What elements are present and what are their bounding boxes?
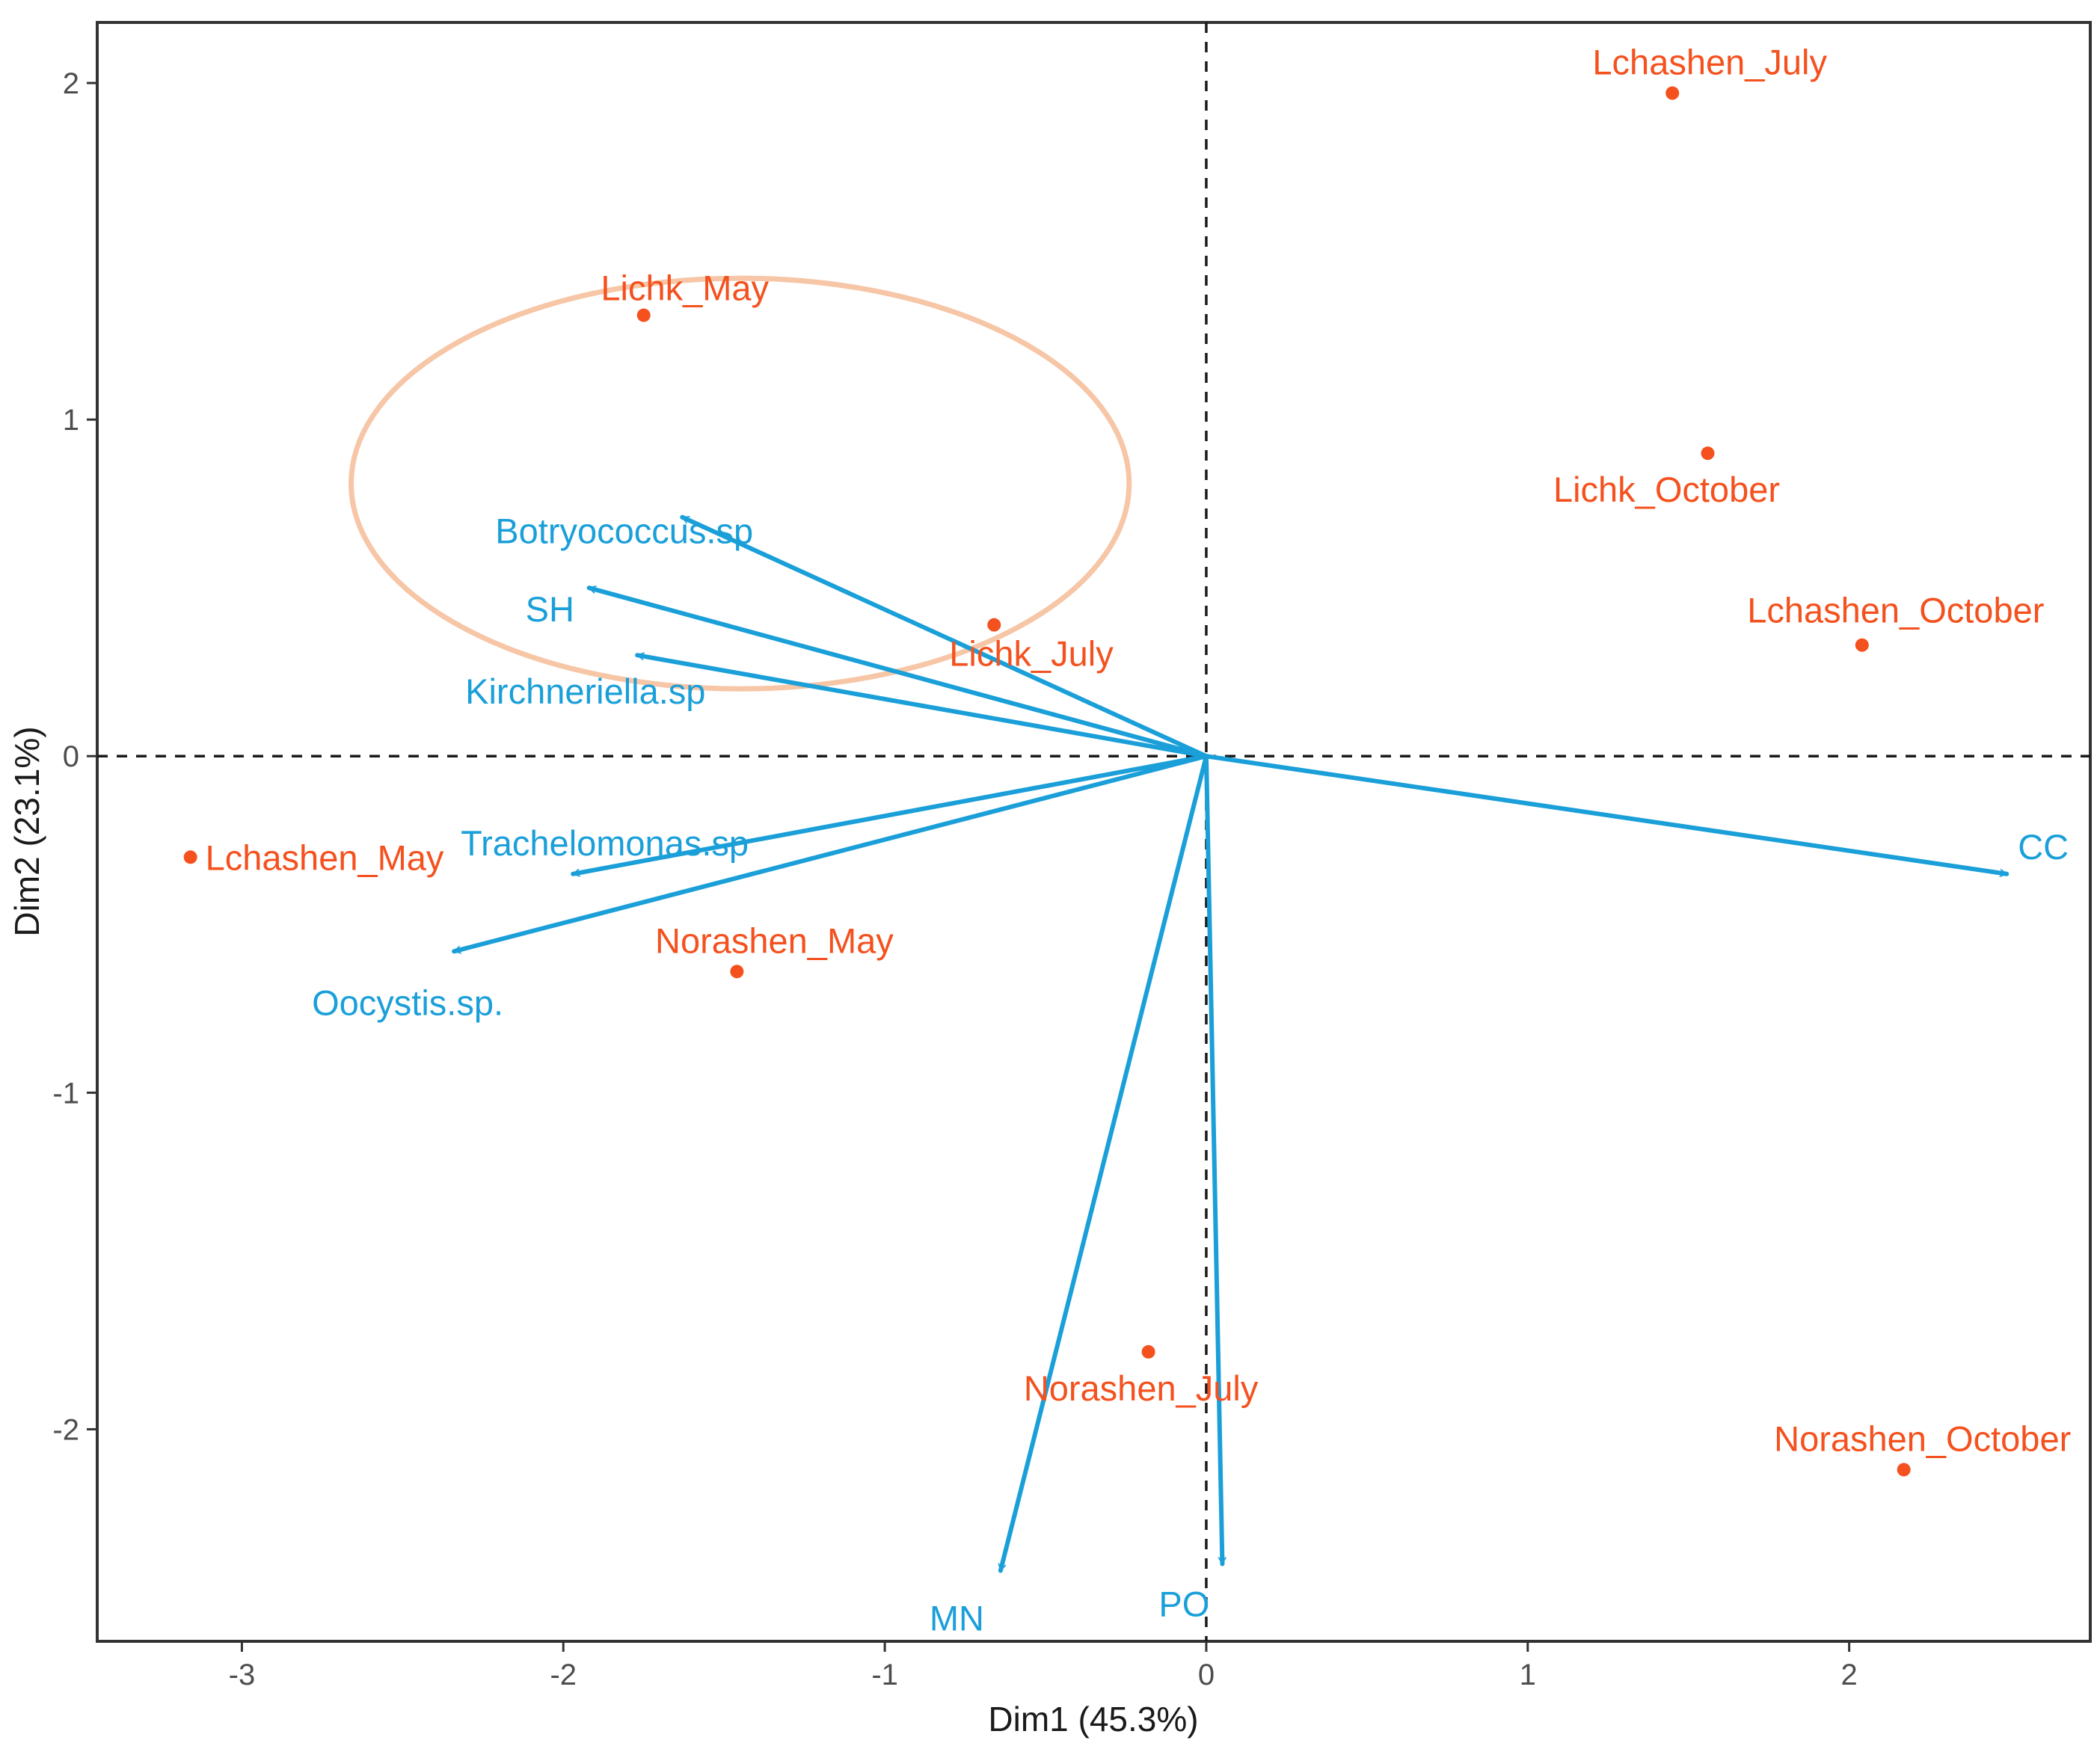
x-axis-title: Dim1 (45.3%) [988, 1700, 1198, 1739]
variable-arrow-po [1203, 754, 1226, 1567]
x-axis-ticks: -3 -2 -1 0 1 2 [229, 1641, 1858, 1691]
point-label-lchashen-october: Lchashen_October [1747, 591, 2044, 630]
point-lichk-october [1701, 446, 1715, 461]
variable-label-botryococcus-sp: Botryococcus.sp [495, 511, 753, 551]
variable-arrow-cc [1203, 754, 2010, 878]
point-label-lchashen-may: Lchashen_May [206, 837, 444, 877]
point-label-norashen-october: Norashen_October [1774, 1418, 2071, 1458]
point-lchashen-may [183, 850, 197, 864]
variable-label-mn: MN [930, 1598, 984, 1638]
x-tick-label: 1 [1520, 1659, 1536, 1691]
x-tick-label: 2 [1840, 1659, 1857, 1691]
point-norashen-july [1141, 1344, 1155, 1359]
point-label-lichk-may: Lichk_May [601, 268, 769, 308]
variable-arrow-kirchneriella-sp [635, 652, 1209, 759]
point-label-lichk-october: Lichk_October [1553, 470, 1780, 509]
variable-label-oocystis-sp: Oocystis.sp. [312, 983, 503, 1022]
y-tick-label: 0 [63, 740, 79, 773]
variable-label-po: PO [1158, 1584, 1209, 1623]
x-tick-label: -2 [550, 1659, 577, 1691]
variable-label-sh: SH [526, 589, 574, 629]
y-axis-ticks: -2 -1 0 1 2 [52, 67, 97, 1446]
variable-label-kirchneriella-sp: Kirchneriella.sp [465, 671, 705, 711]
point-label-norashen-may: Norashen_May [655, 920, 894, 960]
variable-arrow-oocystis-sp [452, 754, 1209, 954]
variable-label-cc: CC [2018, 827, 2069, 867]
x-tick-label: -3 [229, 1659, 256, 1691]
x-tick-label: -1 [871, 1659, 898, 1691]
y-axis-title: Dim2 (23.1%) [7, 726, 46, 936]
point-label-lchashen-july: Lchashen_July [1592, 43, 1827, 82]
point-label-lichk-july: Lichk_July [949, 634, 1114, 674]
point-lchashen-october [1855, 638, 1869, 652]
individual-points: Lchashen_July Lichk_May Lichk_October Lichk… [183, 43, 2071, 1477]
variable-arrow-botryococcus-sp [680, 514, 1209, 759]
reference-lines [97, 22, 2090, 1641]
point-lichk-may [636, 308, 651, 322]
x-tick-label: 0 [1198, 1659, 1215, 1691]
point-norashen-october [1897, 1463, 1911, 1477]
y-tick-label: -1 [52, 1077, 79, 1110]
y-tick-label: 2 [63, 67, 79, 100]
variable-arrow-sh [586, 585, 1209, 759]
point-lichk-july [987, 618, 1001, 632]
variable-arrow-mn [998, 754, 1209, 1573]
variable-arrows: Botryococcus.sp SH Kirchneriella.sp Trachel… [312, 511, 2069, 1638]
plot-panel [96, 21, 2092, 1643]
highlight-ellipse [349, 275, 1132, 692]
point-norashen-may [730, 965, 744, 979]
variable-arrow-trachelomonas-sp [571, 754, 1209, 877]
variable-label-trachelomonas-sp: Trachelomonas.sp [461, 823, 749, 863]
y-tick-label: 1 [63, 404, 79, 437]
y-tick-label: -2 [52, 1413, 79, 1446]
point-label-norashen-july: Norashen_July [1024, 1368, 1259, 1408]
point-lchashen-july [1665, 86, 1680, 100]
